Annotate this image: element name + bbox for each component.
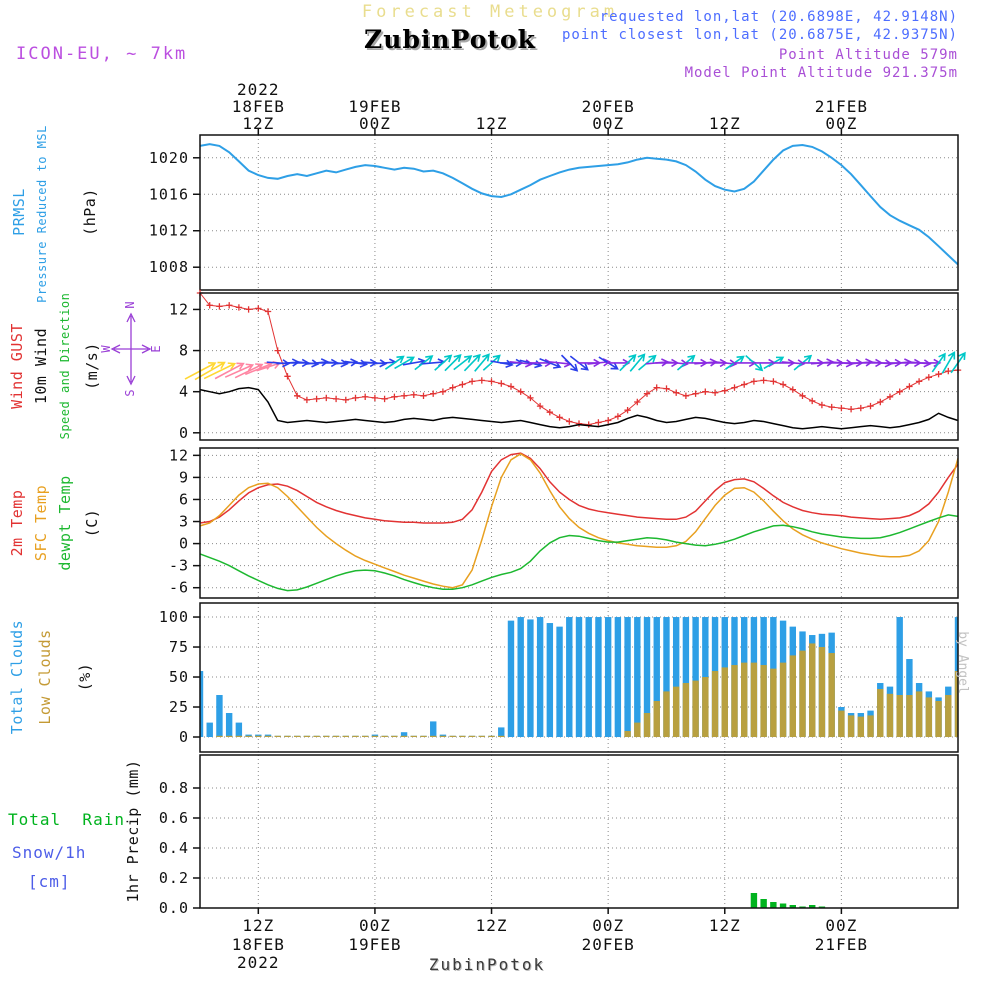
- snow-unit-label: [cm]: [28, 872, 71, 891]
- compass-e-label: E: [149, 345, 162, 352]
- panel-temp: -6 -3 0 3 6 9 12: [169, 446, 959, 599]
- svg-text:00Z: 00Z: [359, 114, 391, 133]
- svg-text:-3: -3: [169, 557, 189, 575]
- point-altitude: Point Altitude 579m: [778, 47, 958, 63]
- svg-text:8: 8: [179, 342, 189, 360]
- model-point-altitude: Model Point Altitude 921.375m: [684, 65, 958, 81]
- svg-text:12Z: 12Z: [476, 916, 508, 935]
- svg-text:50: 50: [169, 668, 189, 686]
- page-title: ZubinPotok: [364, 25, 536, 54]
- svg-text:-6: -6: [169, 579, 189, 597]
- compass-w-label: W: [100, 345, 113, 353]
- svg-text:19FEB: 19FEB: [348, 935, 401, 954]
- svg-text:0.6: 0.6: [159, 809, 189, 827]
- compass-n-label: N: [123, 301, 137, 308]
- svg-text:12Z: 12Z: [242, 114, 274, 133]
- svg-text:12Z: 12Z: [242, 916, 274, 935]
- panel-precip: 0.0 0.2 0.4 0.6 0.8: [159, 754, 959, 917]
- svg-text:21FEB: 21FEB: [815, 935, 868, 954]
- svg-text:1008: 1008: [149, 258, 189, 276]
- svg-text:20FEB: 20FEB: [582, 935, 635, 954]
- svg-text:25: 25: [169, 698, 189, 716]
- svg-text:0: 0: [179, 424, 189, 442]
- svg-text:19FEB: 19FEB: [348, 97, 401, 116]
- panel-clouds: 0 25 50 75 100: [159, 602, 959, 753]
- svg-text:2022: 2022: [237, 953, 280, 972]
- svg-text:00Z: 00Z: [359, 916, 391, 935]
- svg-text:21FEB: 21FEB: [815, 97, 868, 116]
- requested-coords: requested lon,lat (20.6898E, 42.9148N): [599, 9, 958, 25]
- total-rain-label: Total Rain: [8, 810, 125, 829]
- closest-coords: point closest lon,lat (20.6875E, 42.9375…: [561, 27, 958, 43]
- svg-text:12Z: 12Z: [709, 916, 741, 935]
- svg-text:4: 4: [179, 383, 189, 401]
- svg-text:3: 3: [179, 513, 189, 531]
- snow-label: Snow/1h: [12, 843, 87, 862]
- svg-text:12: 12: [169, 446, 189, 464]
- svg-text:18FEB: 18FEB: [232, 935, 285, 954]
- svg-text:18FEB: 18FEB: [232, 97, 285, 116]
- compass-s-label: S: [123, 389, 137, 396]
- svg-text:0.2: 0.2: [159, 869, 189, 887]
- credit-label: by Angel: [955, 631, 971, 694]
- svg-text:1012: 1012: [149, 222, 189, 240]
- svg-text:12Z: 12Z: [709, 114, 741, 133]
- watermark-title: Forecast Meteogram: [361, 2, 619, 22]
- svg-text:12: 12: [169, 300, 189, 318]
- bottom-caption: ZubinPotok: [428, 955, 546, 974]
- svg-text:00Z: 00Z: [592, 114, 624, 133]
- svg-text:6: 6: [179, 490, 189, 508]
- svg-text:12Z: 12Z: [476, 114, 508, 133]
- svg-text:1020: 1020: [149, 149, 189, 167]
- svg-text:0.0: 0.0: [159, 899, 189, 917]
- svg-text:0.8: 0.8: [159, 779, 189, 797]
- svg-text:75: 75: [169, 638, 189, 656]
- svg-text:0: 0: [179, 535, 189, 553]
- svg-text:9: 9: [179, 468, 189, 486]
- svg-text:100: 100: [159, 608, 189, 626]
- wind-direction-compass: N S W E: [100, 301, 162, 396]
- svg-text:2022: 2022: [237, 80, 280, 99]
- svg-text:0: 0: [179, 728, 189, 746]
- svg-text:1016: 1016: [149, 185, 189, 203]
- svg-text:20FEB: 20FEB: [582, 97, 635, 116]
- svg-text:0.4: 0.4: [159, 839, 189, 857]
- panel-pressure: 1008 1012 1016 1020: [149, 134, 959, 291]
- svg-text:00Z: 00Z: [825, 916, 857, 935]
- svg-text:00Z: 00Z: [825, 114, 857, 133]
- model-label: ICON-EU, ~ 7km: [16, 44, 188, 64]
- svg-text:00Z: 00Z: [592, 916, 624, 935]
- panel-wind: 0 4 8 12: [169, 289, 966, 442]
